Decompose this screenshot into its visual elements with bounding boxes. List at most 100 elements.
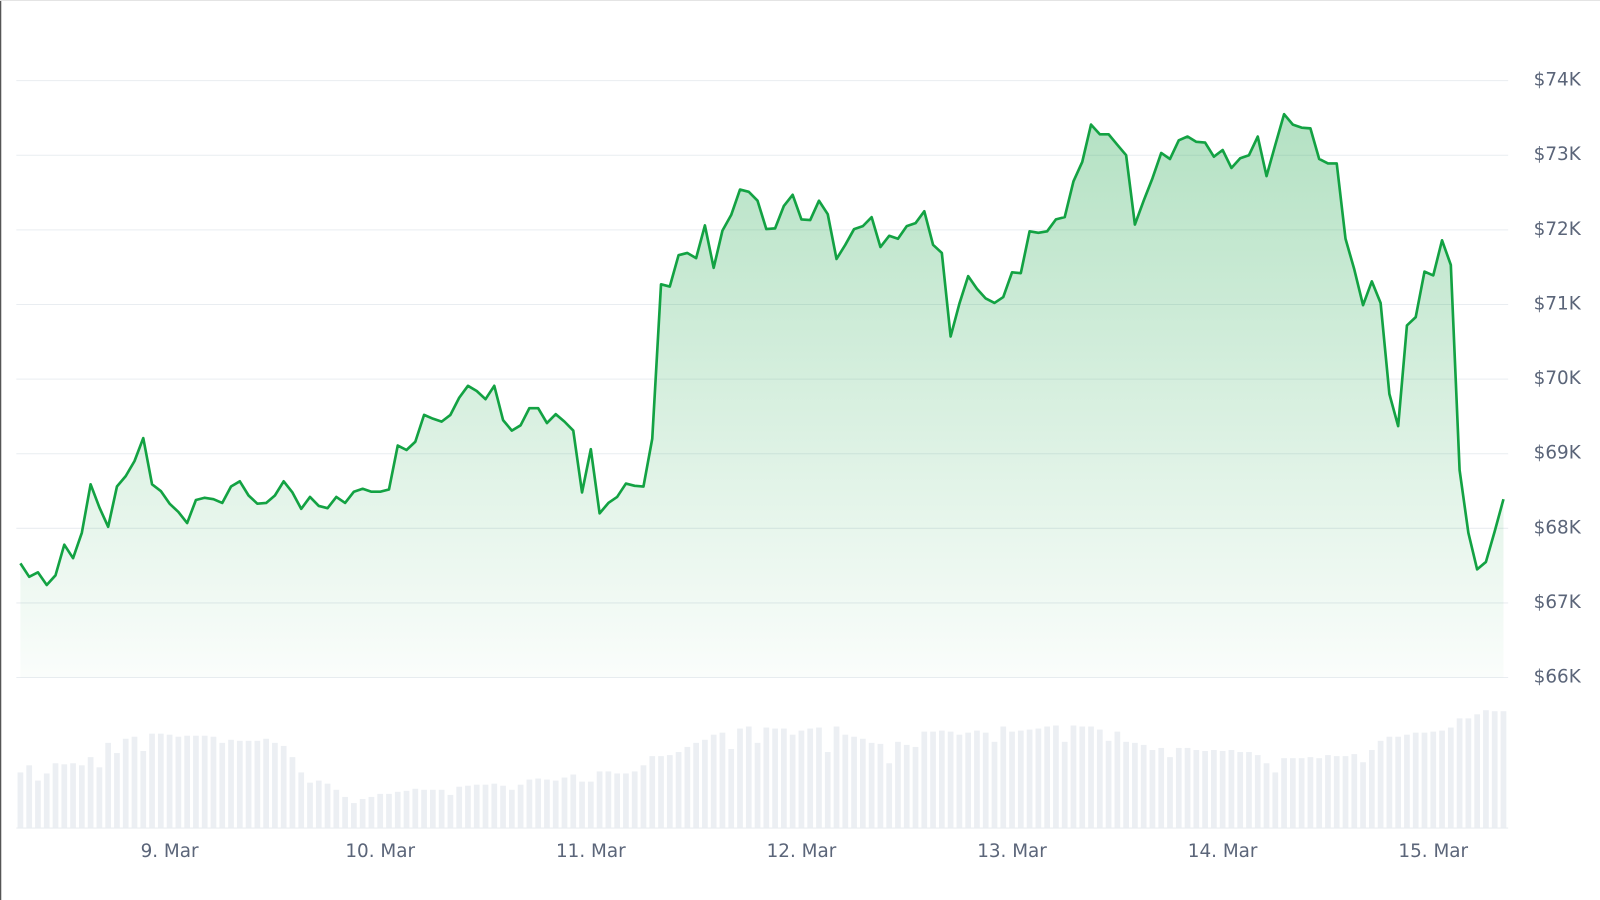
volume-bar bbox=[1465, 718, 1472, 828]
volume-bar bbox=[1447, 727, 1454, 828]
volume-bar bbox=[1035, 728, 1042, 828]
x-tick-label: 13. Mar bbox=[977, 841, 1047, 862]
volume-bar bbox=[236, 740, 243, 828]
volume-bar bbox=[166, 734, 173, 828]
volume-bar bbox=[1351, 754, 1358, 828]
volume-bar bbox=[1017, 730, 1024, 828]
volume-bar bbox=[789, 734, 796, 828]
volume-bar bbox=[1044, 726, 1050, 828]
volume-bar bbox=[351, 803, 357, 828]
volume-bar bbox=[61, 764, 68, 828]
volume-bar bbox=[1325, 755, 1331, 828]
volume-bar bbox=[114, 753, 120, 828]
volume-bar bbox=[631, 771, 638, 828]
volume-bar bbox=[1070, 725, 1077, 828]
volume-bar bbox=[763, 727, 770, 828]
volume-bar bbox=[1430, 731, 1437, 828]
volume-bar bbox=[1009, 731, 1015, 828]
volume-bar bbox=[807, 728, 814, 828]
volume-bar bbox=[1175, 747, 1182, 828]
y-tick-label: $66K bbox=[1534, 667, 1582, 688]
volume-bar bbox=[1404, 734, 1410, 828]
volume-bar bbox=[1132, 742, 1138, 828]
volume-bar bbox=[517, 784, 524, 828]
volume-bar bbox=[1360, 762, 1366, 828]
volume-bar bbox=[359, 798, 366, 828]
volume-bar bbox=[912, 746, 919, 828]
volume-bar bbox=[596, 771, 603, 828]
volume-bar bbox=[544, 779, 550, 828]
volume-bar bbox=[96, 767, 103, 828]
x-tick-label: 15. Mar bbox=[1398, 841, 1468, 862]
volume-bar bbox=[1500, 711, 1507, 828]
volume-bar bbox=[175, 736, 182, 828]
y-tick-label: $73K bbox=[1534, 144, 1582, 165]
volume-bar bbox=[719, 732, 726, 828]
volume-bar bbox=[1184, 747, 1191, 828]
volume-bar bbox=[552, 780, 559, 828]
volume-bar bbox=[1061, 741, 1068, 828]
volume-bar bbox=[1342, 756, 1349, 828]
price-area bbox=[20, 114, 1504, 678]
volume-bar bbox=[412, 788, 419, 828]
volume-bar bbox=[1412, 732, 1419, 828]
volume-bar bbox=[1026, 729, 1033, 828]
volume-bar bbox=[184, 735, 191, 828]
x-tick-label: 11. Mar bbox=[556, 841, 626, 862]
volume-bar bbox=[17, 772, 24, 828]
volume-bar bbox=[157, 733, 164, 828]
volume-bar bbox=[587, 781, 594, 828]
volume-bar bbox=[930, 731, 936, 828]
volume-bar bbox=[307, 782, 313, 828]
volume-bar bbox=[500, 785, 506, 828]
volume-bar bbox=[35, 780, 41, 828]
volume-bar bbox=[368, 796, 375, 828]
volume-bar bbox=[965, 732, 972, 828]
volume-bar bbox=[623, 773, 629, 828]
volume-bar bbox=[430, 789, 436, 828]
volume-bar bbox=[377, 793, 384, 828]
volume-bar bbox=[1193, 750, 1200, 828]
volume-bar bbox=[333, 789, 340, 828]
volume-bar bbox=[298, 772, 305, 828]
volume-bar bbox=[1307, 757, 1314, 828]
volume-bar bbox=[263, 738, 269, 828]
volume-bar bbox=[1439, 730, 1445, 828]
volume-bar bbox=[605, 771, 612, 828]
volume-bar bbox=[324, 783, 331, 828]
volume-bar bbox=[1079, 726, 1086, 828]
volume-bar bbox=[1281, 758, 1287, 828]
volume-bar bbox=[833, 726, 840, 828]
volume-bar bbox=[781, 728, 787, 828]
volume-bar bbox=[570, 774, 577, 828]
volume-bar bbox=[614, 773, 620, 828]
volume-bar bbox=[26, 765, 33, 828]
volume-bar bbox=[403, 790, 410, 828]
volume-bar bbox=[938, 730, 945, 828]
volume-bar bbox=[868, 742, 875, 828]
volume-bar bbox=[394, 791, 401, 828]
volume-bar bbox=[675, 752, 682, 828]
volume-bar bbox=[280, 745, 287, 828]
volume-bar bbox=[991, 741, 998, 828]
y-tick-label: $74K bbox=[1534, 70, 1582, 91]
volume-bar bbox=[526, 779, 533, 828]
volume-bar bbox=[640, 765, 647, 828]
volume-bar bbox=[1167, 757, 1173, 828]
price-line bbox=[19, 112, 1505, 587]
volume-bar bbox=[860, 738, 866, 828]
x-tick-label: 14. Mar bbox=[1188, 841, 1258, 862]
volume-bar bbox=[561, 777, 568, 828]
volume-bar bbox=[895, 741, 901, 828]
volume-bar bbox=[1123, 741, 1129, 828]
volume-bar bbox=[1298, 758, 1305, 828]
volume-bar bbox=[210, 736, 217, 828]
volume-bar bbox=[447, 794, 454, 828]
volume-bar bbox=[1096, 729, 1103, 828]
y-tick-label: $69K bbox=[1534, 443, 1582, 464]
volume-bar bbox=[710, 734, 717, 828]
x-tick-label: 10. Mar bbox=[345, 841, 415, 862]
volume-bar bbox=[1263, 763, 1270, 828]
